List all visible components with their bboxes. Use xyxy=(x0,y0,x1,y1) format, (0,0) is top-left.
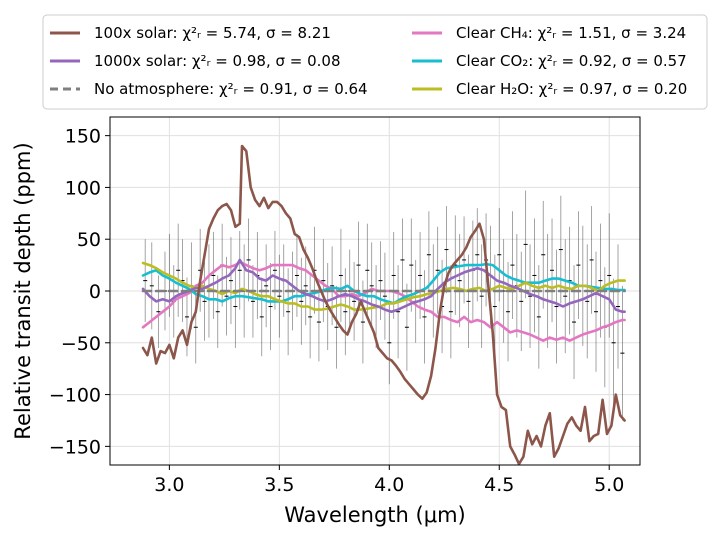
data-point xyxy=(435,226,440,314)
data-point xyxy=(156,275,161,348)
legend-entry: 100x solar: χ²ᵣ = 5.74, σ = 8.21 xyxy=(50,24,331,42)
data-point xyxy=(246,218,251,302)
data-point xyxy=(594,251,599,372)
data-point xyxy=(369,242,374,330)
data-point xyxy=(620,285,625,421)
data-point xyxy=(418,231,423,319)
data-point xyxy=(299,257,304,345)
data-point xyxy=(598,223,603,338)
series-line-100x-solar xyxy=(141,144,626,465)
data-point xyxy=(457,234,462,328)
data-point xyxy=(528,244,533,348)
legend-label: 1000x solar: χ²ᵣ = 0.98, σ = 0.08 xyxy=(94,52,341,70)
data-point xyxy=(400,218,405,302)
data-point xyxy=(448,265,453,359)
data-point xyxy=(563,239,568,354)
legend-box xyxy=(42,14,708,110)
x-tick-label: 3.0 xyxy=(154,474,184,496)
data-point xyxy=(149,242,154,330)
data-point xyxy=(541,200,546,309)
legend-label: Clear H₂O: χ²ᵣ = 0.97, σ = 0.20 xyxy=(456,80,687,98)
data-point xyxy=(519,251,524,352)
legend-entry: Clear CO₂: χ²ᵣ = 0.92, σ = 0.57 xyxy=(412,52,687,70)
data-point xyxy=(409,218,414,312)
legend-entry: Clear H₂O: χ²ᵣ = 0.97, σ = 0.20 xyxy=(412,80,687,98)
y-tick-label: −100 xyxy=(49,385,101,407)
data-point xyxy=(224,256,229,336)
data-point xyxy=(211,231,216,319)
series-line-clear-h-o xyxy=(141,261,626,311)
data-point xyxy=(382,252,387,340)
x-axis-label: Wavelength (μm) xyxy=(284,503,465,527)
data-point xyxy=(585,244,590,359)
data-point xyxy=(308,275,313,359)
data-point xyxy=(176,223,181,317)
data-point xyxy=(506,262,511,362)
data-point xyxy=(277,254,282,338)
y-tick-label: 50 xyxy=(77,229,101,251)
data-point xyxy=(475,208,480,302)
data-point xyxy=(250,265,255,338)
data-point xyxy=(264,244,269,328)
data-point xyxy=(554,249,559,364)
data-point xyxy=(202,262,207,341)
y-tick-label: −150 xyxy=(49,436,101,458)
data-point xyxy=(422,270,427,364)
x-tick-label: 5.0 xyxy=(594,474,624,496)
data-point xyxy=(343,268,348,356)
y-tick-label: −50 xyxy=(61,333,101,355)
ticks: 3.0 3.5 4.0 4.5 5.0 150 100 50 0 −50 −100 −150 xyxy=(49,126,625,496)
legend-label: Clear CH₄: χ²ᵣ = 1.51, σ = 3.24 xyxy=(456,24,686,42)
data-point xyxy=(387,301,392,385)
data-point xyxy=(492,254,497,359)
y-tick-label: 100 xyxy=(65,177,101,199)
data-point xyxy=(396,265,401,359)
x-tick-label: 4.5 xyxy=(484,474,514,496)
legend-entry: 1000x solar: χ²ᵣ = 0.98, σ = 0.08 xyxy=(50,52,341,70)
legend-label: 100x solar: χ²ᵣ = 5.74, σ = 8.21 xyxy=(94,24,331,42)
legend: 100x solar: χ²ᵣ = 5.74, σ = 8.21 1000x so… xyxy=(42,14,708,110)
data-point xyxy=(228,237,233,325)
data-layer xyxy=(141,144,626,465)
data-point xyxy=(316,282,321,362)
legend-entry: No atmosphere: χ²ᵣ = 0.91, σ = 0.64 xyxy=(50,80,368,98)
data-point xyxy=(532,218,537,333)
data-point xyxy=(550,218,555,323)
data-point xyxy=(523,190,528,299)
data-point xyxy=(143,239,148,323)
y-tick-label: 150 xyxy=(65,126,101,148)
data-point xyxy=(611,278,616,407)
legend-label: Clear CO₂: χ²ᵣ = 0.92, σ = 0.57 xyxy=(456,52,687,70)
data-point xyxy=(479,244,484,348)
data-point xyxy=(215,275,220,348)
legend-entry: Clear CH₄: χ²ᵣ = 1.51, σ = 3.24 xyxy=(412,24,686,42)
y-tick-label: 0 xyxy=(89,281,101,303)
data-point xyxy=(616,244,621,369)
data-point xyxy=(352,262,357,341)
data-point xyxy=(334,285,339,369)
x-tick-label: 4.0 xyxy=(374,474,404,496)
legend-label: No atmosphere: χ²ᵣ = 0.91, σ = 0.64 xyxy=(94,80,368,98)
data-point xyxy=(338,228,343,323)
data-point xyxy=(272,230,277,310)
data-point xyxy=(303,246,308,326)
data-point xyxy=(510,211,515,319)
series-line-clear-co- xyxy=(141,262,626,305)
x-tick-label: 3.5 xyxy=(264,474,294,496)
series-line-1000x-solar xyxy=(141,258,626,313)
data-point xyxy=(233,265,238,348)
data-point xyxy=(607,213,612,338)
y-axis-label: Relative transit depth (ppm) xyxy=(11,142,35,439)
